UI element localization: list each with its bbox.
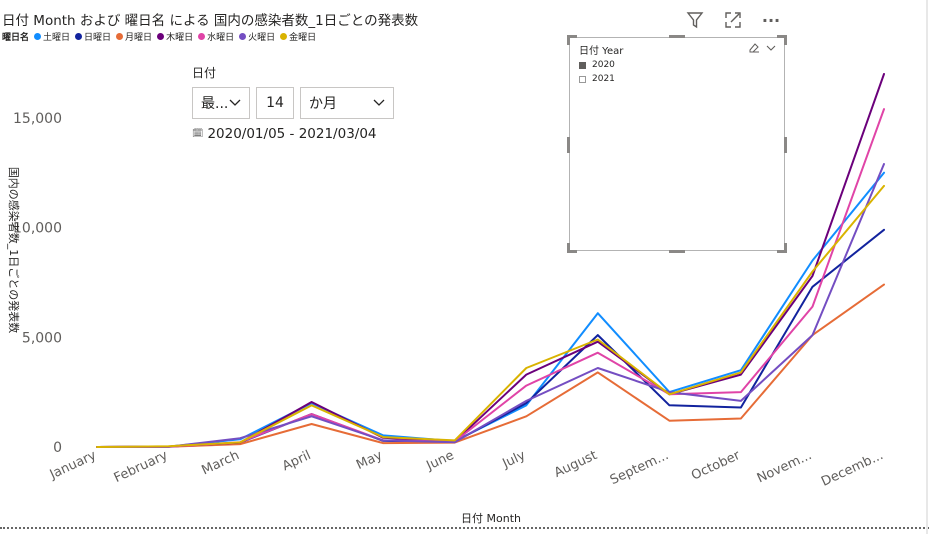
eraser-icon[interactable] (748, 42, 760, 54)
year-slicer-header-icons (748, 42, 776, 54)
focus-mode-icon[interactable] (723, 10, 743, 30)
year-option-2020[interactable]: 2020 (579, 60, 615, 70)
legend-item[interactable]: 木曜日 (157, 30, 193, 43)
x-tick-label: October (689, 448, 743, 484)
x-tick-label: Novem... (755, 448, 814, 486)
y-tick-label: 0 (53, 440, 62, 456)
x-tick-label: February (112, 448, 171, 486)
legend-item[interactable]: 水曜日 (198, 30, 234, 43)
x-tick-label: April (280, 448, 313, 474)
legend-item[interactable]: 月曜日 (116, 30, 152, 43)
legend-marker (198, 33, 206, 40)
y-tick-label: 15,000 (13, 111, 62, 127)
year-option-2021[interactable]: 2021 (579, 74, 615, 84)
legend-marker (75, 33, 83, 40)
resize-handle[interactable] (777, 250, 787, 253)
relative-mode-dropdown[interactable]: 最... (192, 87, 250, 119)
resize-handle[interactable] (784, 137, 787, 153)
legend-title: 曜日名 (2, 33, 30, 43)
relative-count-input[interactable]: 14 (256, 87, 294, 119)
resize-handle[interactable] (777, 35, 787, 38)
chart-title: 日付 Month および 曜日名 による 国内の感染者数_1日ごとの発表数 (2, 13, 419, 29)
scroll-edge (926, 0, 928, 534)
resize-handle[interactable] (669, 35, 685, 38)
date-range-text: 2020/01/05 - 2021/03/04 (207, 126, 377, 142)
legend-label: 日曜日 (84, 33, 112, 43)
legend-label: 水曜日 (207, 33, 235, 43)
legend-marker (157, 33, 165, 40)
chevron-down-icon[interactable] (766, 45, 776, 52)
filter-icon[interactable] (685, 10, 705, 30)
legend-marker (34, 33, 42, 40)
year-option-label: 2021 (592, 74, 615, 84)
chart-legend: 曜日名 土曜日 日曜日 月曜日 木曜日 水曜日 火曜日 金曜日 (2, 30, 316, 43)
checkbox-unchecked[interactable] (579, 75, 586, 83)
chevron-down-icon (373, 99, 385, 106)
resize-handle[interactable] (567, 35, 570, 45)
resize-handle[interactable] (567, 137, 570, 153)
x-tick-label: July (500, 448, 529, 472)
year-slicer[interactable]: 日付 Year 2020 2021 (569, 37, 785, 251)
legend-label: 土曜日 (43, 33, 71, 43)
legend-item[interactable]: 日曜日 (75, 30, 111, 43)
legend-label: 木曜日 (166, 33, 194, 43)
year-slicer-title: 日付 Year (579, 46, 624, 57)
y-tick-label: 10,000 (13, 221, 62, 237)
x-tick-label: Septem... (608, 448, 671, 488)
chevron-down-icon (229, 99, 241, 106)
series-line (96, 163, 885, 448)
relative-mode-value: 最... (201, 96, 229, 112)
checkbox-checked[interactable] (579, 61, 586, 69)
series-line (96, 283, 885, 448)
relative-unit-value: か月 (309, 96, 337, 112)
legend-marker (280, 33, 288, 40)
resize-handle[interactable] (784, 35, 787, 45)
x-tick-label: Decemb... (819, 448, 886, 490)
y-axis-title: 国内の感染者数_1日ごとの発表数 (7, 167, 21, 333)
legend-item[interactable]: 土曜日 (34, 30, 70, 43)
resize-handle[interactable] (784, 243, 787, 253)
date-range-display: 🗓 2020/01/05 - 2021/03/04 (192, 126, 377, 142)
more-options-icon[interactable]: ··· (761, 10, 781, 30)
x-tick-label: May (354, 448, 385, 473)
legend-label: 火曜日 (248, 33, 276, 43)
legend-marker (239, 33, 247, 40)
resize-handle[interactable] (669, 250, 685, 253)
legend-marker (116, 33, 124, 40)
resize-handle[interactable] (567, 243, 570, 253)
page-divider (0, 527, 929, 529)
x-tick-label: August (552, 448, 600, 481)
x-tick-label: March (200, 448, 242, 478)
relative-unit-dropdown[interactable]: か月 (300, 87, 394, 119)
resize-handle[interactable] (567, 35, 577, 38)
relative-count-value: 14 (266, 95, 284, 111)
x-tick-label: June (424, 448, 457, 474)
legend-label: 月曜日 (125, 33, 153, 43)
legend-item[interactable]: 金曜日 (280, 30, 316, 43)
visual-header-toolbar: ··· (685, 10, 781, 30)
series-line (96, 184, 885, 448)
year-option-label: 2020 (592, 60, 615, 70)
x-axis-title: 日付 Month (461, 512, 521, 525)
legend-label: 金曜日 (289, 33, 317, 43)
legend-item[interactable]: 火曜日 (239, 30, 275, 43)
date-slicer: 最... 14 か月 (192, 87, 394, 119)
y-tick-label: 5,000 (22, 330, 62, 346)
calendar-icon: 🗓 (192, 129, 204, 139)
date-slicer-label: 日付 (192, 66, 217, 80)
resize-handle[interactable] (567, 250, 577, 253)
